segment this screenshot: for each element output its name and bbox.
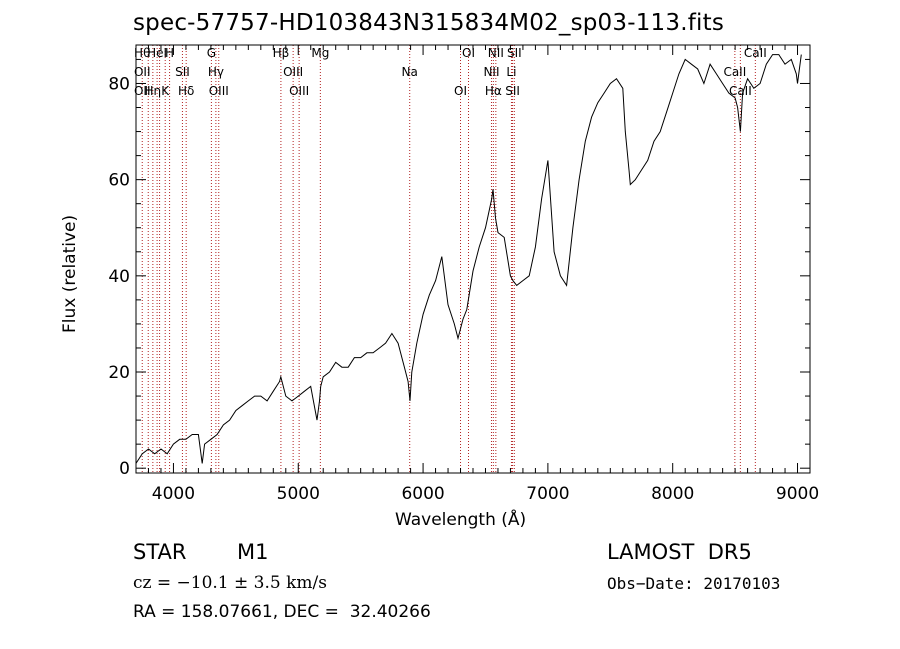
chart-title: spec-57757-HD103843N315834M02_sp03-113.f… bbox=[133, 10, 725, 36]
line-marker-label: Li bbox=[506, 65, 516, 79]
line-marker-label: OI bbox=[454, 84, 467, 98]
y-tick-label: 0 bbox=[119, 459, 130, 479]
line-marker-label: OIII bbox=[289, 84, 309, 98]
x-tick-label: 9000 bbox=[776, 484, 819, 504]
line-marker-label: Hη bbox=[145, 84, 162, 98]
line-marker-label: OIII bbox=[283, 65, 303, 79]
plot-frame bbox=[135, 44, 811, 474]
line-marker-label: OIII bbox=[209, 84, 229, 98]
line-marker-label: NII bbox=[488, 46, 504, 60]
x-axis: 4000 5000 6000 7000 8000 9000 bbox=[147, 45, 819, 504]
line-markers bbox=[141, 45, 756, 473]
y-tick-label: 80 bbox=[108, 74, 130, 94]
redshift-cz: cz = −10.1 ± 3.5 km/s bbox=[133, 573, 327, 593]
x-tick-label: 7000 bbox=[526, 484, 569, 504]
line-marker-label: OI bbox=[462, 46, 475, 60]
line-marker-label: CaII bbox=[729, 84, 752, 98]
obs-date: Obs−Date: 20170103 bbox=[607, 574, 781, 593]
line-marker-label: Hδ bbox=[178, 84, 194, 98]
line-marker-label: Hβ bbox=[273, 46, 290, 60]
coordinates: RA = 158.07661, DEC = 32.40266 bbox=[133, 602, 431, 622]
line-marker-label: OII bbox=[134, 84, 151, 98]
line-marker-label: HeI bbox=[147, 46, 167, 60]
line-marker-label: H bbox=[165, 46, 174, 60]
line-marker-label: SII bbox=[175, 65, 190, 79]
x-tick-label: 8000 bbox=[651, 484, 694, 504]
line-marker-label: NII bbox=[483, 65, 499, 79]
y-axis-label: Flux (relative) bbox=[60, 214, 80, 333]
y-tick-label: 20 bbox=[108, 363, 130, 383]
y-tick-label: 40 bbox=[108, 267, 130, 287]
object-class: STAR bbox=[133, 540, 187, 564]
line-marker-label: OII bbox=[134, 65, 151, 79]
line-marker-label: SII bbox=[505, 84, 520, 98]
object-subclass: M1 bbox=[237, 540, 269, 564]
y-tick-label: 60 bbox=[108, 171, 130, 191]
line-marker-label: CaII bbox=[744, 46, 767, 60]
line-marker-label: G bbox=[207, 46, 216, 60]
line-marker-labels: HθOIIOIIHηHeIKHSIIHδGHγOIIIHβOIIIOIIIMgN… bbox=[134, 46, 767, 98]
x-tick-label: 4000 bbox=[152, 484, 195, 504]
line-marker-label: K bbox=[161, 84, 170, 98]
x-axis-label: Wavelength (Å) bbox=[395, 510, 527, 530]
spectrum-line bbox=[135, 54, 802, 464]
line-marker-label: CaII bbox=[723, 65, 746, 79]
x-tick-label: 6000 bbox=[401, 484, 444, 504]
line-marker-label: Hα bbox=[485, 84, 502, 98]
y-axis: 0 20 40 60 80 bbox=[108, 58, 810, 479]
line-marker-label: SII bbox=[507, 46, 522, 60]
survey-name: LAMOST DR5 bbox=[607, 540, 752, 564]
x-tick-label: 5000 bbox=[277, 484, 320, 504]
line-marker-label: Mg bbox=[311, 46, 329, 60]
line-marker-label: Hγ bbox=[208, 65, 224, 79]
line-marker-label: Hθ bbox=[134, 46, 150, 60]
line-marker-label: Na bbox=[402, 65, 418, 79]
